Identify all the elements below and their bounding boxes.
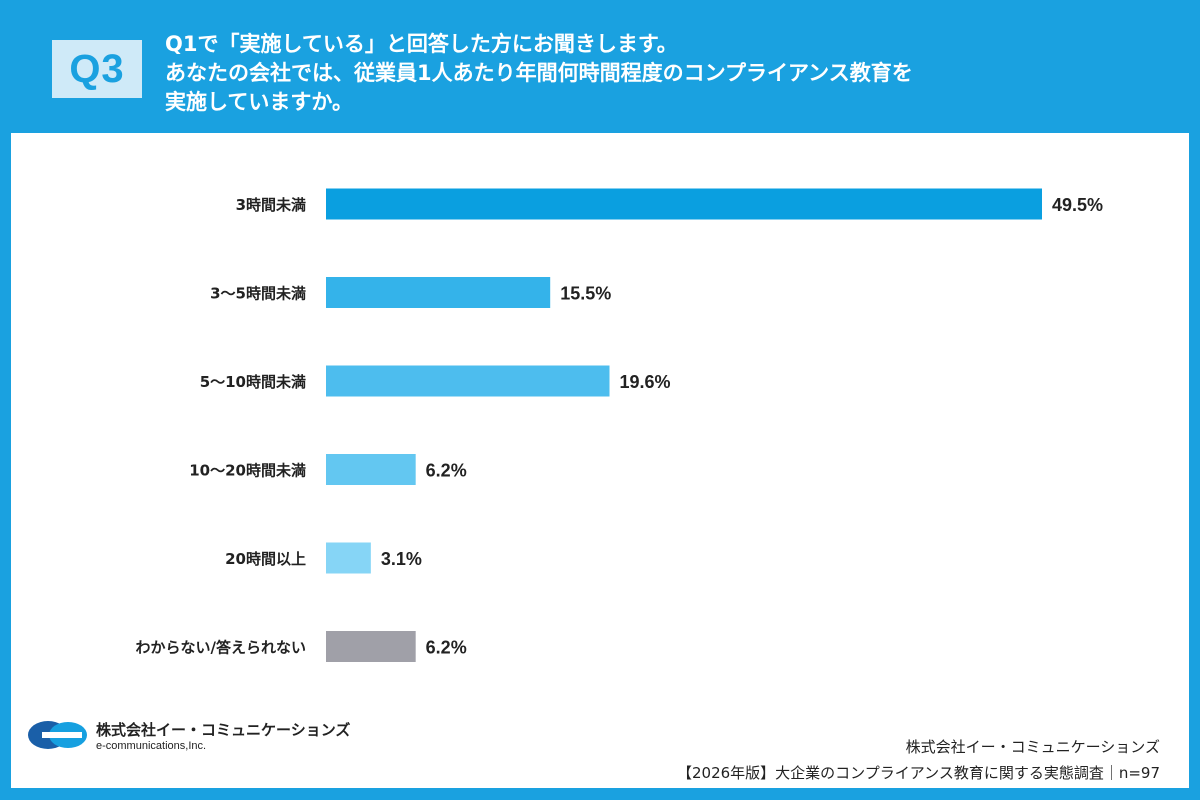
value-label: 15.5%	[560, 284, 611, 304]
category-label: 3時間未満	[236, 196, 306, 214]
category-label: わからない/答えられない	[136, 639, 306, 657]
company-logo: 株式会社イー・コミュニケーションズ e-communications,Inc.	[28, 717, 368, 757]
logo-company-name-en: e-communications,Inc.	[96, 740, 207, 752]
value-label: 19.6%	[620, 372, 671, 392]
category-label: 3〜5時間未満	[210, 285, 306, 303]
chart-panel	[11, 133, 1189, 788]
bar	[326, 631, 416, 662]
question-text: Q1で「実施している」と回答した方にお聞きします。 あなたの会社では、従業員1人…	[165, 30, 1165, 117]
question-line-1: Q1で「実施している」と回答した方にお聞きします。	[165, 32, 678, 56]
value-label: 6.2%	[426, 461, 467, 481]
bar	[326, 277, 551, 308]
value-label: 3.1%	[381, 549, 422, 569]
e-communications-logo-icon	[28, 721, 87, 749]
value-label: 6.2%	[426, 638, 467, 658]
bar	[326, 365, 610, 397]
question-badge: Q3	[52, 40, 142, 98]
category-label: 5〜10時間未満	[200, 373, 306, 391]
footer-source: 株式会社イー・コミュニケーションズ 【2026年版】大企業のコンプライアンス教育…	[677, 734, 1160, 786]
header: Q3 Q1で「実施している」と回答した方にお聞きします。 あなたの会社では、従業…	[0, 0, 1200, 132]
bar	[326, 542, 371, 574]
footer-company: 株式会社イー・コミュニケーションズ	[905, 738, 1160, 756]
question-line-3: 実施していますか。	[165, 90, 353, 114]
bar	[326, 188, 1042, 220]
value-label: 49.5%	[1052, 195, 1103, 215]
logo-company-name: 株式会社イー・コミュニケーションズ	[96, 721, 351, 739]
bar	[326, 454, 416, 485]
category-label: 20時間以上	[225, 550, 306, 568]
footer-survey: 【2026年版】大企業のコンプライアンス教育に関する実態調査｜n=97	[677, 764, 1160, 782]
question-line-2: あなたの会社では、従業員1人あたり年間何時間程度のコンプライアンス教育を	[165, 61, 913, 85]
category-label: 10〜20時間未満	[189, 462, 306, 480]
